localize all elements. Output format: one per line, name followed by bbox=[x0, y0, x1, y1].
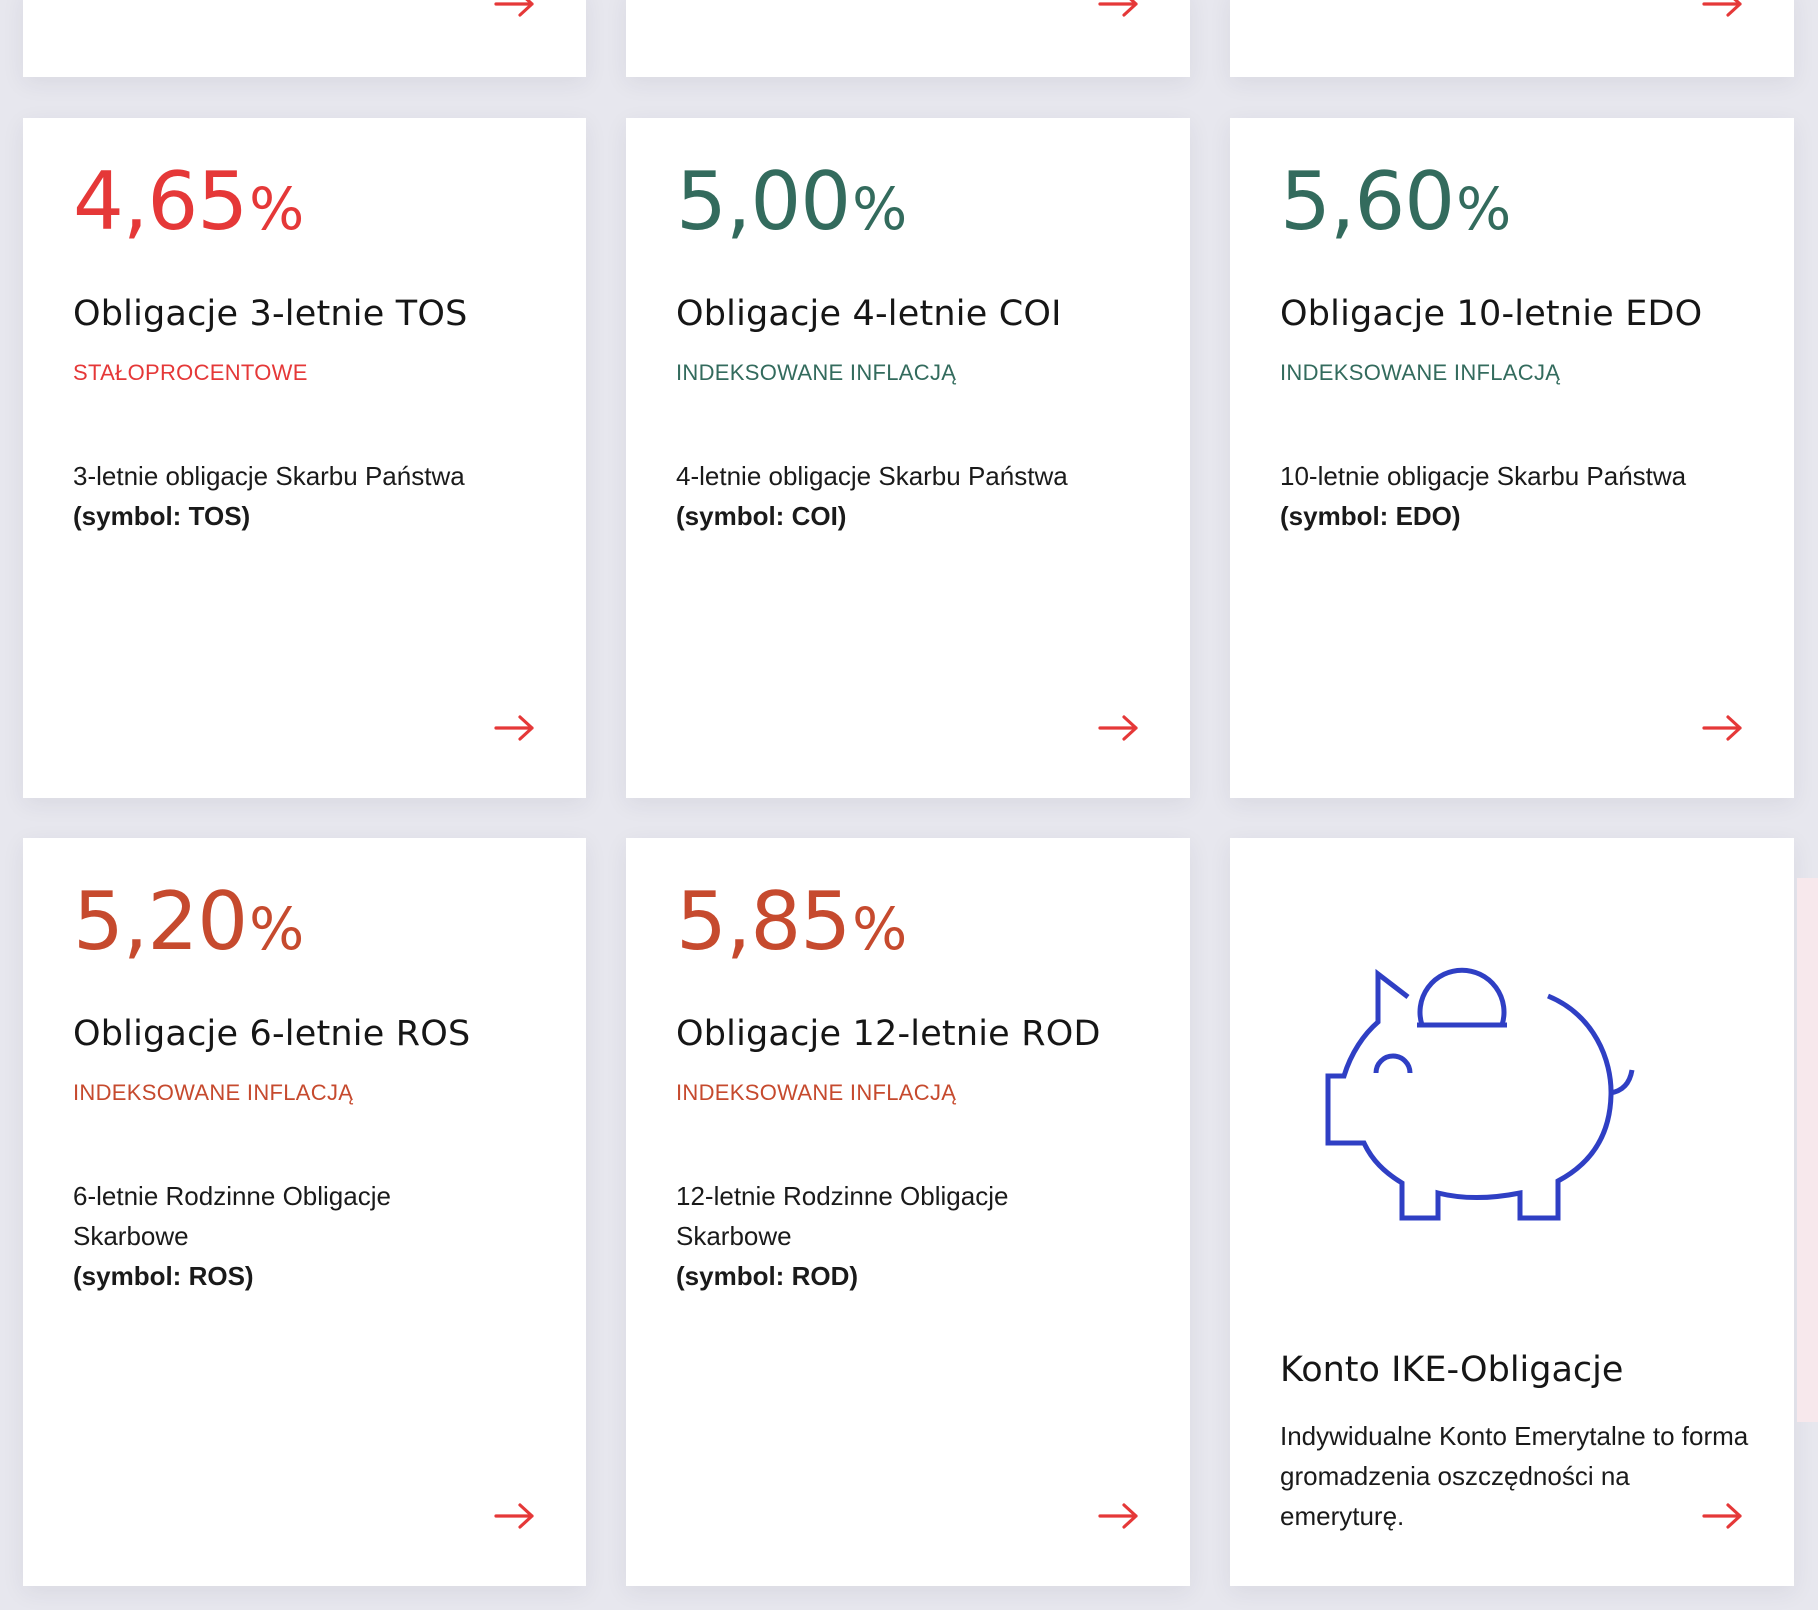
bond-description: 10-letnie obligacje Skarbu Państwa (symb… bbox=[1280, 456, 1750, 536]
bond-symbol: (symbol: ROD) bbox=[676, 1261, 858, 1291]
arrow-right-icon[interactable] bbox=[1702, 714, 1744, 742]
bond-rate: 5,00% bbox=[676, 155, 907, 248]
bond-type: INDEKSOWANE INFLACJĄ bbox=[1280, 360, 1561, 385]
bond-card-tos[interactable]: 4,65% Obligacje 3-letnie TOS STAŁOPROCEN… bbox=[23, 118, 586, 798]
bond-card-partial-1[interactable] bbox=[23, 0, 586, 77]
bond-card-rod[interactable]: 5,85% Obligacje 12-letnie ROD INDEKSOWAN… bbox=[626, 838, 1190, 1586]
bond-title: Obligacje 10-letnie EDO bbox=[1280, 294, 1703, 334]
arrow-right-icon[interactable] bbox=[494, 1502, 536, 1530]
bond-description: 6-letnie Rodzinne Obligacje Skarbowe (sy… bbox=[73, 1176, 453, 1296]
bond-symbol: (symbol: TOS) bbox=[73, 501, 251, 531]
bond-card-edo[interactable]: 5,60% Obligacje 10-letnie EDO INDEKSOWAN… bbox=[1230, 118, 1794, 798]
ike-card[interactable]: Konto IKE-Obligacje Indywidualne Konto E… bbox=[1230, 838, 1794, 1586]
ike-title: Konto IKE-Obligacje bbox=[1280, 1350, 1624, 1390]
arrow-right-icon[interactable] bbox=[494, 0, 536, 18]
bond-symbol: (symbol: COI) bbox=[676, 501, 847, 531]
arrow-right-icon[interactable] bbox=[1702, 1502, 1744, 1530]
arrow-right-icon[interactable] bbox=[1702, 0, 1744, 18]
bond-type: INDEKSOWANE INFLACJĄ bbox=[676, 360, 957, 385]
bond-title: Obligacje 3-letnie TOS bbox=[73, 294, 468, 334]
ike-description: Indywidualne Konto Emerytalne to forma g… bbox=[1280, 1421, 1749, 1531]
bond-description: 12-letnie Rodzinne Obligacje Skarbowe (s… bbox=[676, 1176, 1056, 1296]
bond-type: STAŁOPROCENTOWE bbox=[73, 360, 308, 385]
bond-symbol: (symbol: ROS) bbox=[73, 1261, 254, 1291]
bond-title: Obligacje 6-letnie ROS bbox=[73, 1014, 471, 1054]
bond-symbol: (symbol: EDO) bbox=[1280, 501, 1461, 531]
bond-type: INDEKSOWANE INFLACJĄ bbox=[676, 1080, 957, 1105]
bond-title: Obligacje 12-letnie ROD bbox=[676, 1014, 1101, 1054]
arrow-right-icon[interactable] bbox=[1098, 714, 1140, 742]
bond-title: Obligacje 4-letnie COI bbox=[676, 294, 1062, 334]
bond-description: 3-letnie obligacje Skarbu Państwa (symbo… bbox=[73, 456, 543, 536]
bond-card-coi[interactable]: 5,00% Obligacje 4-letnie COI INDEKSOWANE… bbox=[626, 118, 1190, 798]
piggy-bank-icon bbox=[1320, 943, 1650, 1243]
bond-rate: 5,20% bbox=[73, 875, 304, 968]
bond-rate: 4,65% bbox=[73, 155, 304, 248]
bond-card-ros[interactable]: 5,20% Obligacje 6-letnie ROS INDEKSOWANE… bbox=[23, 838, 586, 1586]
bond-rate: 5,85% bbox=[676, 875, 907, 968]
bond-type: INDEKSOWANE INFLACJĄ bbox=[73, 1080, 354, 1105]
arrow-right-icon[interactable] bbox=[1098, 1502, 1140, 1530]
arrow-right-icon[interactable] bbox=[494, 714, 536, 742]
bond-rate: 5,60% bbox=[1280, 155, 1511, 248]
arrow-right-icon[interactable] bbox=[1098, 0, 1140, 18]
bond-card-partial-2[interactable] bbox=[626, 0, 1190, 77]
bond-card-partial-3[interactable] bbox=[1230, 0, 1794, 77]
bond-description: 4-letnie obligacje Skarbu Państwa (symbo… bbox=[676, 456, 1146, 536]
edge-accent bbox=[1797, 878, 1818, 1422]
